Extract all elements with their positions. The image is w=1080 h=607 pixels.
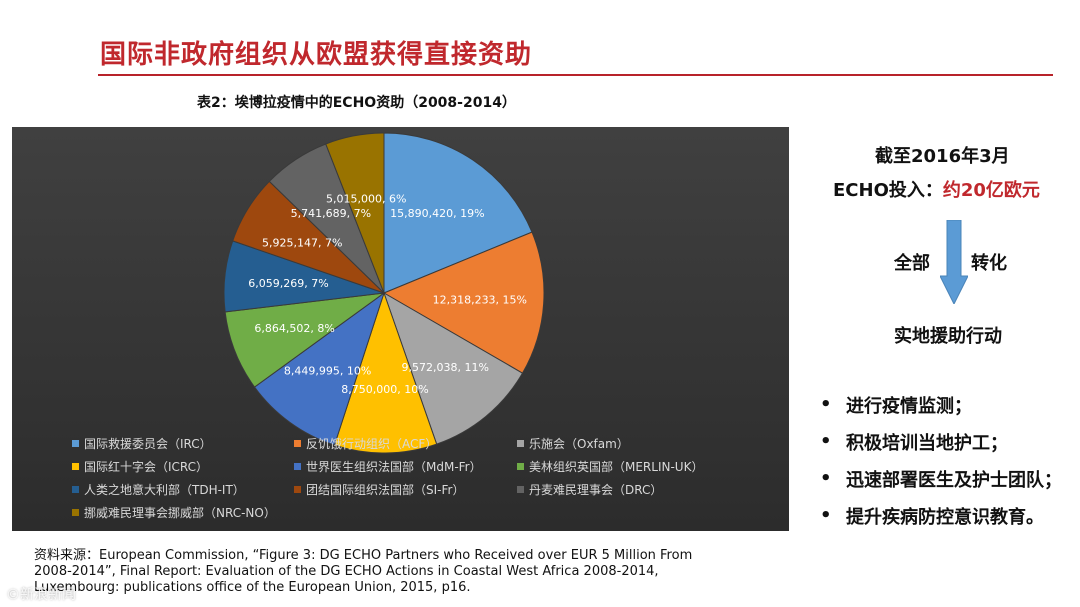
legend-item: 反饥饿行动组织（ACF） xyxy=(294,435,437,452)
legend-item: 国际红十字会（ICRC） xyxy=(72,458,208,475)
echo-label: ECHO投入： xyxy=(833,180,943,201)
legend-item: 挪威难民理事会挪威部（NRC-NO） xyxy=(72,504,276,521)
legend-item: 乐施会（Oxfam） xyxy=(517,435,629,452)
legend-swatch xyxy=(72,440,79,447)
legend-swatch xyxy=(294,463,301,470)
legend-swatch xyxy=(72,509,79,516)
echo-investment: ECHO投入：约20亿欧元 xyxy=(833,176,1040,202)
legend-swatch xyxy=(517,463,524,470)
bullet-glyph: • xyxy=(820,468,832,489)
label-all: 全部 xyxy=(894,253,930,274)
pie-slice xyxy=(325,132,385,294)
legend-label: 国际救援委员会（IRC） xyxy=(84,437,212,451)
pie-data-label: 5,925,147, 7% xyxy=(262,237,342,250)
list-item: • 进行疫情监测； xyxy=(820,386,1080,423)
echo-amount: 约20亿欧元 xyxy=(942,180,1040,201)
as-of-date: 截至2016年3月 xyxy=(875,146,1010,167)
legend-label: 反饥饿行动组织（ACF） xyxy=(306,437,438,451)
pie-slice xyxy=(383,291,524,445)
pie-data-label: 15,890,420, 19% xyxy=(390,207,484,220)
pie-slice xyxy=(382,231,545,374)
legend-label: 世界医生组织法国部（MdM-Fr） xyxy=(306,460,482,474)
pie-data-label: 5,741,689, 7% xyxy=(291,207,371,220)
pie-data-label: 9,572,038, 11% xyxy=(401,361,488,374)
legend-label: 美林组织英国部（MERLIN-UK） xyxy=(529,460,704,474)
bullet-text: 积极培训当地护工； xyxy=(846,432,1008,454)
bullet-text: 迅速部署医生及护士团队； xyxy=(846,469,1062,491)
pie-slice xyxy=(383,132,533,294)
pie-data-label: 5,015,000, 6% xyxy=(326,193,406,206)
pie-data-label: 12,318,233, 15% xyxy=(433,293,527,306)
list-item: • 迅速部署医生及护士团队； xyxy=(820,460,1080,497)
pie-slice xyxy=(333,291,438,454)
legend-label: 乐施会（Oxfam） xyxy=(529,437,629,451)
title-divider xyxy=(98,74,1053,76)
chart-caption: 表2：埃博拉疫情中的ECHO资助（2008-2014） xyxy=(197,95,516,111)
pie-slice xyxy=(253,291,385,446)
list-item: • 积极培训当地护工； xyxy=(820,423,1080,460)
legend-label: 国际红十字会（ICRC） xyxy=(84,460,209,474)
legend-item: 美林组织英国部（MERLIN-UK） xyxy=(517,458,703,475)
legend-item: 人类之地意大利部（TDH-IT） xyxy=(72,481,245,498)
legend-item: 国际救援委员会（IRC） xyxy=(72,435,212,452)
watermark: ©新浪新闻 xyxy=(6,587,76,603)
legend-label: 团结国际组织法国部（SI-Fr） xyxy=(306,483,465,497)
label-transform: 转化 xyxy=(971,253,1007,274)
legend-label: 丹麦难民理事会（DRC） xyxy=(529,483,663,497)
legend-label: 挪威难民理事会挪威部（NRC-NO） xyxy=(84,506,276,520)
pie-chart-panel: 15,890,420, 19% 12,318,233, 15% 9,572,038,… xyxy=(12,127,789,531)
legend-swatch xyxy=(294,440,301,447)
legend-swatch xyxy=(72,463,79,470)
legend-item: 团结国际组织法国部（SI-Fr） xyxy=(294,481,464,498)
bullet-glyph: • xyxy=(820,505,832,526)
legend-swatch xyxy=(517,440,524,447)
field-action-label: 实地援助行动 xyxy=(894,326,1002,347)
legend-item: 丹麦难民理事会（DRC） xyxy=(517,481,662,498)
legend-swatch xyxy=(517,486,524,493)
list-item: • 提升疾病防控意识教育。 xyxy=(820,497,1080,534)
slide-title: 国际非政府组织从欧盟获得直接资助 xyxy=(100,40,533,70)
bullet-glyph: • xyxy=(820,394,832,415)
bullet-text: 进行疫情监测； xyxy=(846,395,972,417)
legend-swatch xyxy=(72,486,79,493)
legend-swatch xyxy=(294,486,301,493)
action-list: • 进行疫情监测； • 积极培训当地护工； • 迅速部署医生及护士团队； • 提升疾病防… xyxy=(820,386,1080,534)
pie-data-label: 8,449,995, 10% xyxy=(284,365,371,378)
pie-data-label: 6,864,502, 8% xyxy=(254,322,334,335)
bullet-text: 提升疾病防控意识教育。 xyxy=(846,506,1044,528)
pie-chart: 15,890,420, 19% 12,318,233, 15% 9,572,038,… xyxy=(223,132,545,454)
legend-item: 世界医生组织法国部（MdM-Fr） xyxy=(294,458,482,475)
pie-data-label: 8,750,000, 10% xyxy=(341,383,428,396)
legend-label: 人类之地意大利部（TDH-IT） xyxy=(84,483,245,497)
down-arrow-icon xyxy=(940,220,968,304)
source-citation: 资料来源：European Commission, “Figure 3: DG … xyxy=(34,548,693,595)
bullet-glyph: • xyxy=(820,431,832,452)
pie-data-label: 6,059,269, 7% xyxy=(248,277,328,290)
